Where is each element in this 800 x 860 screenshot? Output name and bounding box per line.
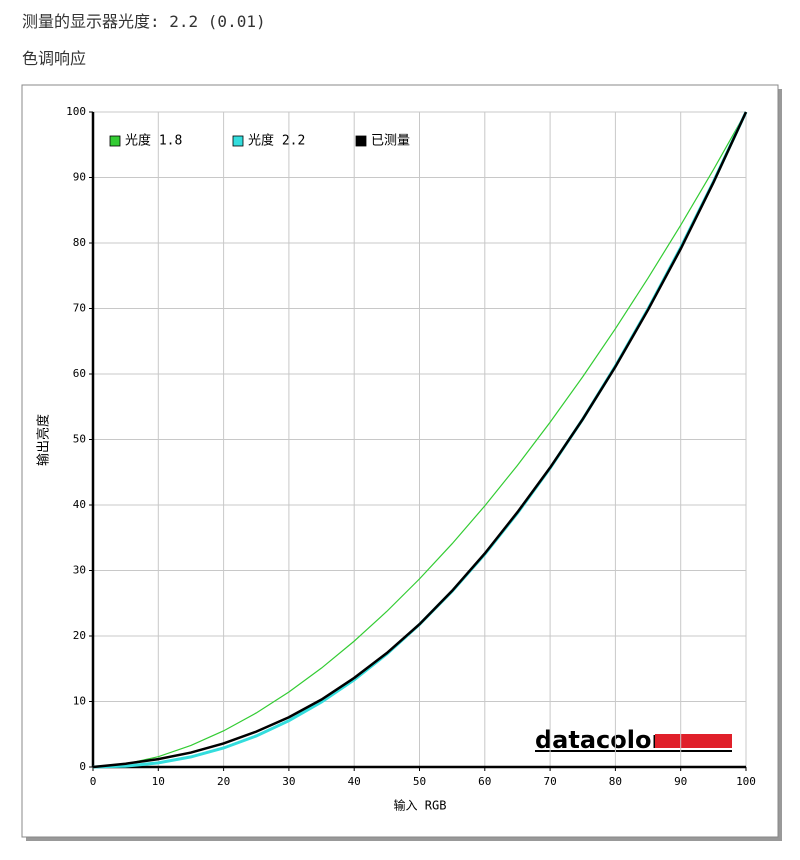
- series-line: [92, 111, 748, 769]
- y-tick-label: 60: [73, 367, 86, 380]
- y-tick-label: 100: [66, 105, 86, 118]
- series-line: [92, 111, 747, 768]
- y-tick-label: 0: [79, 760, 86, 773]
- x-tick-label: 50: [413, 775, 426, 788]
- x-tick-label: 80: [609, 775, 622, 788]
- y-tick-label: 90: [73, 171, 86, 184]
- x-tick-label: 70: [543, 775, 556, 788]
- logo-underline: [535, 750, 732, 752]
- x-axis-label: 输入 RGB: [394, 798, 447, 813]
- x-tick-label: 30: [282, 775, 295, 788]
- legend-label: 光度 1.8: [125, 133, 182, 149]
- x-tick-label: 20: [217, 775, 230, 788]
- x-tick-label: 90: [674, 775, 687, 788]
- frame: [21, 84, 779, 838]
- y-tick-label: 10: [73, 695, 86, 708]
- legend-swatch: [355, 135, 367, 147]
- header-title: 测量的显示器光度: 2.2 (0.01): [22, 12, 266, 31]
- x-tick-label: 40: [348, 775, 361, 788]
- x-tick-label: 10: [152, 775, 165, 788]
- y-tick-label: 80: [73, 236, 86, 249]
- x-tick-label: 100: [736, 775, 756, 788]
- logo: datacolor: [535, 726, 663, 754]
- y-tick-label: 20: [73, 629, 86, 642]
- legend-swatch: [109, 135, 121, 147]
- legend-swatch: [232, 135, 244, 147]
- y-tick-label: 50: [73, 433, 86, 446]
- header-subtitle: 色调响应: [22, 49, 87, 68]
- x-tick-label: 60: [478, 775, 491, 788]
- y-axis-label: 输出亮度: [36, 414, 52, 466]
- legend-label: 已测量: [371, 134, 410, 149]
- x-tick-label: 0: [90, 775, 97, 788]
- logo-bar: [655, 734, 732, 748]
- y-tick-label: 30: [73, 564, 86, 577]
- y-tick-label: 40: [73, 498, 86, 511]
- y-tick-label: 70: [73, 302, 86, 315]
- legend-label: 光度 2.2: [248, 133, 305, 149]
